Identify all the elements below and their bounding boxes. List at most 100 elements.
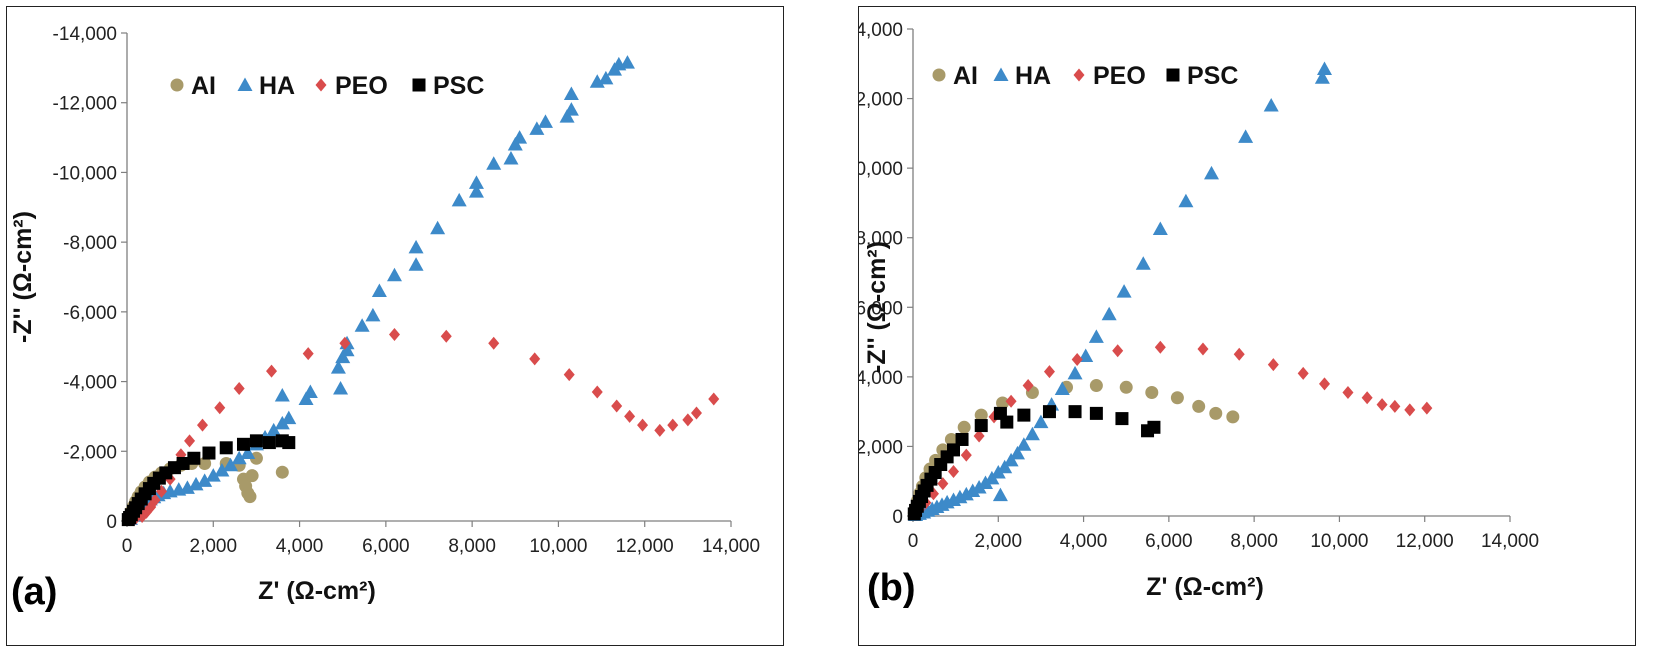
x-axis-title-a: Z' (Ω-cm²) — [258, 577, 376, 605]
data-point-PSC — [202, 446, 216, 460]
data-point-PEO — [563, 368, 575, 382]
data-point-AI — [1192, 399, 1206, 413]
data-point-AI — [974, 408, 988, 422]
data-point-PEO — [1361, 391, 1373, 405]
y-tick-label-a: -12,000 — [53, 94, 117, 115]
series-PSC-b — [907, 405, 1161, 521]
data-point-HA — [468, 175, 484, 189]
data-point-PEO — [339, 336, 351, 350]
legend-label-PEO: PEO — [1093, 62, 1146, 90]
data-point-HA — [563, 102, 579, 116]
series-PEO-b — [909, 340, 1433, 521]
data-point-PEO — [708, 392, 720, 406]
data-point-HA — [1116, 284, 1132, 298]
data-point-HA — [1024, 426, 1040, 441]
x-tick-label-a: 4,000 — [276, 536, 324, 557]
data-point-HA — [598, 70, 614, 85]
x-axis-title-b: Z' (Ω-cm²) — [1146, 573, 1264, 601]
data-point-PSC — [219, 441, 233, 455]
data-point-PEO — [973, 429, 985, 443]
data-point-PEO — [1389, 399, 1401, 413]
data-point-HA — [188, 476, 204, 491]
data-point-PEO — [611, 399, 623, 413]
data-point-PEO — [1233, 347, 1245, 361]
data-point-PEO — [1071, 352, 1083, 366]
data-point-HA — [958, 486, 974, 501]
x-tick-label-b: 6,000 — [1145, 531, 1193, 552]
data-point-HA — [992, 487, 1008, 502]
data-point-HA — [1078, 348, 1094, 362]
legend-marker-PEO — [315, 78, 327, 92]
legend-label-PSC: PSC — [433, 72, 484, 100]
legend-marker-PEO — [1073, 68, 1085, 82]
x-tick-label-a: 8,000 — [448, 536, 496, 557]
y-tick-label-b: -4,000 — [859, 368, 903, 389]
data-point-PSC — [974, 419, 988, 433]
data-point-HA — [1314, 70, 1330, 84]
data-point-HA — [205, 468, 221, 482]
data-point-PSC — [1147, 420, 1161, 434]
legend-label-PEO: PEO — [335, 72, 388, 100]
data-point-HA — [503, 150, 519, 165]
y-tick-label-b: -6,000 — [859, 298, 903, 319]
data-point-HA — [1263, 98, 1279, 112]
data-point-PEO — [1112, 344, 1124, 358]
data-point-AI — [275, 465, 289, 479]
data-point-HA — [1317, 61, 1333, 76]
data-point-HA — [231, 450, 247, 465]
data-point-AI — [944, 432, 958, 446]
legend-marker-PSC — [1166, 68, 1180, 82]
data-point-HA — [1238, 129, 1254, 143]
data-point-HA — [430, 220, 446, 235]
data-point-PEO — [529, 352, 541, 366]
data-point-HA — [1152, 221, 1168, 236]
x-tick-label-b: 0 — [908, 531, 919, 552]
data-point-PEO — [197, 418, 208, 432]
y-tick-label-a: -4,000 — [63, 373, 117, 394]
data-point-PEO — [388, 328, 400, 342]
x-tick-label-a: 2,000 — [190, 536, 238, 557]
x-tick-label-b: 8,000 — [1230, 531, 1278, 552]
chart-panel-b: 0 2,000 4,000 6,000 8,000 10,000 12,000 14,000 0… — [858, 6, 1636, 646]
data-point-PEO — [1022, 379, 1034, 393]
data-point-PEO — [948, 464, 960, 478]
data-point-PEO — [1297, 366, 1309, 380]
data-point-HA — [1088, 329, 1104, 343]
data-point-PSC — [1115, 412, 1129, 426]
data-point-PSC — [249, 434, 263, 448]
y-tick-label-a: -14,000 — [53, 24, 117, 45]
data-point-AI — [198, 456, 212, 470]
data-point-PEO — [1421, 401, 1433, 415]
data-point-PEO — [266, 364, 278, 378]
data-point-PEO — [1404, 403, 1416, 417]
y-tick-label-b: -2,000 — [859, 437, 903, 458]
data-point-AI — [1089, 379, 1103, 393]
data-point-PEO — [667, 418, 679, 432]
legend-marker-AI — [170, 78, 184, 92]
data-point-HA — [333, 381, 349, 395]
data-point-PEO — [690, 406, 702, 420]
data-point-HA — [354, 318, 370, 332]
x-tick-label-a: 6,000 — [362, 536, 410, 557]
y-tick-label-a: 0 — [106, 512, 117, 533]
data-point-HA — [179, 480, 195, 494]
y-tick-label-a: -10,000 — [53, 163, 117, 184]
data-point-HA — [1054, 381, 1070, 396]
legend-marker-AI — [932, 68, 946, 82]
data-point-PSC — [1089, 406, 1103, 420]
data-point-HA — [1101, 306, 1117, 321]
data-point-AI — [1119, 380, 1133, 394]
data-point-PEO — [937, 477, 949, 491]
legend-label-HA: HA — [259, 72, 295, 100]
data-point-PEO — [1267, 358, 1279, 372]
data-point-HA — [339, 342, 355, 357]
data-point-HA — [486, 156, 502, 170]
data-point-HA — [335, 349, 351, 364]
data-point-HA — [965, 483, 981, 497]
data-point-PEO — [488, 336, 500, 350]
data-point-HA — [537, 114, 553, 128]
data-point-PSC — [1017, 408, 1031, 422]
data-point-HA — [559, 109, 575, 123]
data-point-HA — [408, 257, 424, 271]
data-point-HA — [408, 239, 424, 254]
